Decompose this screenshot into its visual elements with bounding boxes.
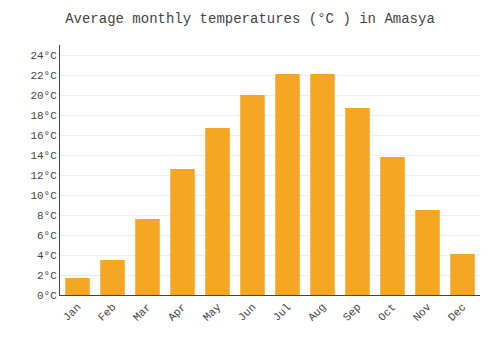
svg-text:18°C: 18°C: [30, 110, 57, 122]
svg-text:Jul: Jul: [271, 301, 293, 323]
svg-text:12°C: 12°C: [30, 170, 57, 182]
svg-text:Jan: Jan: [61, 301, 83, 323]
svg-text:6°C: 6°C: [37, 230, 57, 242]
svg-text:8°C: 8°C: [37, 210, 57, 222]
svg-text:Sep: Sep: [341, 301, 363, 323]
svg-text:24°C: 24°C: [30, 50, 57, 62]
svg-text:0°C: 0°C: [37, 290, 57, 302]
svg-text:22°C: 22°C: [30, 70, 57, 82]
svg-text:Oct: Oct: [376, 301, 398, 323]
svg-text:May: May: [201, 301, 224, 324]
svg-text:10°C: 10°C: [30, 190, 57, 202]
svg-text:14°C: 14°C: [30, 150, 57, 162]
svg-text:20°C: 20°C: [30, 90, 57, 102]
svg-text:Aug: Aug: [306, 301, 328, 323]
svg-text:4°C: 4°C: [37, 250, 57, 262]
svg-text:Dec: Dec: [446, 301, 468, 323]
svg-text:2°C: 2°C: [37, 270, 57, 282]
svg-text:Feb: Feb: [96, 301, 118, 323]
svg-text:Mar: Mar: [131, 301, 153, 323]
svg-text:Apr: Apr: [166, 301, 188, 323]
svg-text:16°C: 16°C: [30, 130, 57, 142]
svg-text:Average monthly temperatures (: Average monthly temperatures (°C ) in Am…: [65, 11, 435, 27]
svg-text:Jun: Jun: [236, 301, 258, 323]
svg-text:Nov: Nov: [411, 301, 434, 324]
